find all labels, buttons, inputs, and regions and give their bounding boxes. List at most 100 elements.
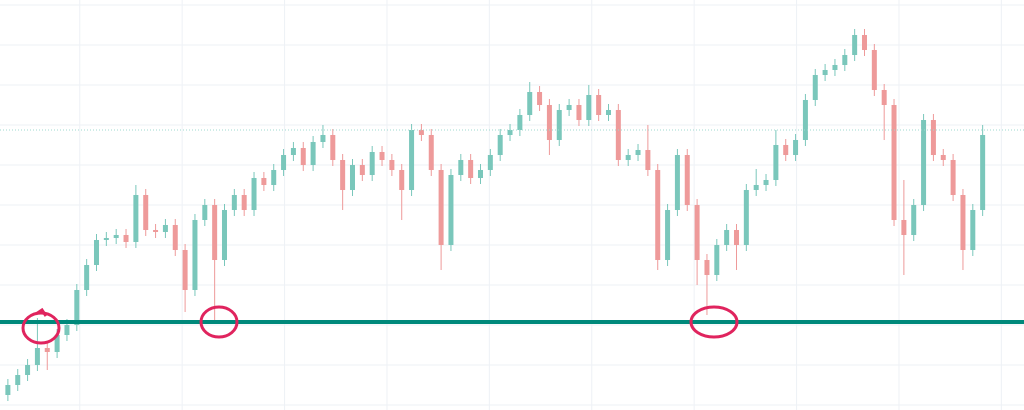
annotation-circle <box>689 305 739 339</box>
candle-body <box>773 145 779 180</box>
candle-body <box>428 135 434 170</box>
candle-body <box>980 135 986 210</box>
candle-body <box>576 105 582 120</box>
candle-body <box>753 185 759 190</box>
candle-body <box>911 205 917 235</box>
candle-body <box>320 135 326 142</box>
candle-body <box>812 75 818 100</box>
candle-body <box>438 170 444 245</box>
candle-body <box>123 235 129 242</box>
candle-body <box>44 348 50 352</box>
candle-body <box>783 145 789 155</box>
candle-body <box>251 178 257 210</box>
candle-body <box>714 245 720 275</box>
candle-body <box>684 155 690 205</box>
candle-body <box>202 205 208 220</box>
candle-body <box>182 250 188 290</box>
candle-body <box>832 65 838 70</box>
candle-body <box>635 150 641 155</box>
candle-body <box>103 238 109 240</box>
candle-body <box>172 225 178 250</box>
candle-body <box>389 160 395 170</box>
candle-body <box>5 385 11 395</box>
candle-body <box>527 92 533 115</box>
candle-body <box>133 195 139 242</box>
candle-body <box>143 195 149 230</box>
candle-body <box>940 155 946 160</box>
candle-body <box>694 205 700 260</box>
candle-body <box>665 210 671 260</box>
candle-body <box>74 290 80 325</box>
candle-body <box>901 220 907 235</box>
candle-body <box>448 175 454 245</box>
candle-body <box>970 210 976 250</box>
candle-body <box>231 195 237 210</box>
candle-body <box>162 225 168 232</box>
candle-body <box>743 190 749 245</box>
candle-body <box>655 170 661 260</box>
candle-body <box>861 35 867 50</box>
candle-body <box>340 160 346 190</box>
candle-body <box>960 195 966 250</box>
candle-body <box>802 100 808 140</box>
candle-body <box>674 155 680 210</box>
candle-body <box>379 152 385 160</box>
candle-body <box>487 155 493 170</box>
candle-body <box>596 95 602 115</box>
candle-body <box>369 152 375 175</box>
candle-body <box>891 105 897 220</box>
candle-body <box>477 170 483 178</box>
candle-body <box>192 220 198 290</box>
candle-body <box>399 170 405 190</box>
candle-body <box>34 348 40 365</box>
candle-body <box>212 205 218 260</box>
candle-body <box>153 230 159 232</box>
candle-body <box>281 155 287 170</box>
candle-body <box>300 148 306 165</box>
candle-body <box>645 150 651 170</box>
candle-body <box>290 148 296 155</box>
candle-body <box>517 115 523 130</box>
candle-body <box>566 105 572 110</box>
candle-body <box>409 130 415 190</box>
candle-body <box>359 165 365 175</box>
candle-body <box>763 180 769 185</box>
candle-body <box>615 110 621 160</box>
candle-body <box>93 240 99 265</box>
candle-body <box>261 178 267 185</box>
candle-body <box>921 120 927 205</box>
candle-body <box>507 130 513 135</box>
candle-body <box>556 110 562 140</box>
candle-body <box>546 105 552 140</box>
candle-body <box>881 90 887 105</box>
candle-body <box>64 325 70 335</box>
candle-body <box>497 135 503 155</box>
candle-body <box>458 160 464 175</box>
candle-body <box>113 235 119 238</box>
candle-body <box>930 120 936 155</box>
candle-body <box>625 155 631 160</box>
candle-body <box>537 92 543 105</box>
annotation-circle <box>199 305 239 339</box>
candle-body <box>605 110 611 115</box>
candle-body <box>25 365 31 375</box>
candle-body <box>221 210 227 260</box>
candle-body <box>822 70 828 75</box>
candle-body <box>241 195 247 210</box>
candle-body <box>950 160 956 195</box>
candles <box>5 29 986 401</box>
candle-body <box>586 95 592 120</box>
candle-body <box>842 55 848 65</box>
candle-body <box>704 260 710 275</box>
candle-body <box>793 140 799 155</box>
candle-body <box>310 142 316 165</box>
candle-body <box>54 335 60 352</box>
candle-body <box>15 375 21 385</box>
candle-body <box>330 135 336 160</box>
annotations <box>21 305 739 345</box>
candle-body <box>84 265 90 290</box>
level-lines <box>0 129 1024 324</box>
candle-body <box>271 170 277 185</box>
